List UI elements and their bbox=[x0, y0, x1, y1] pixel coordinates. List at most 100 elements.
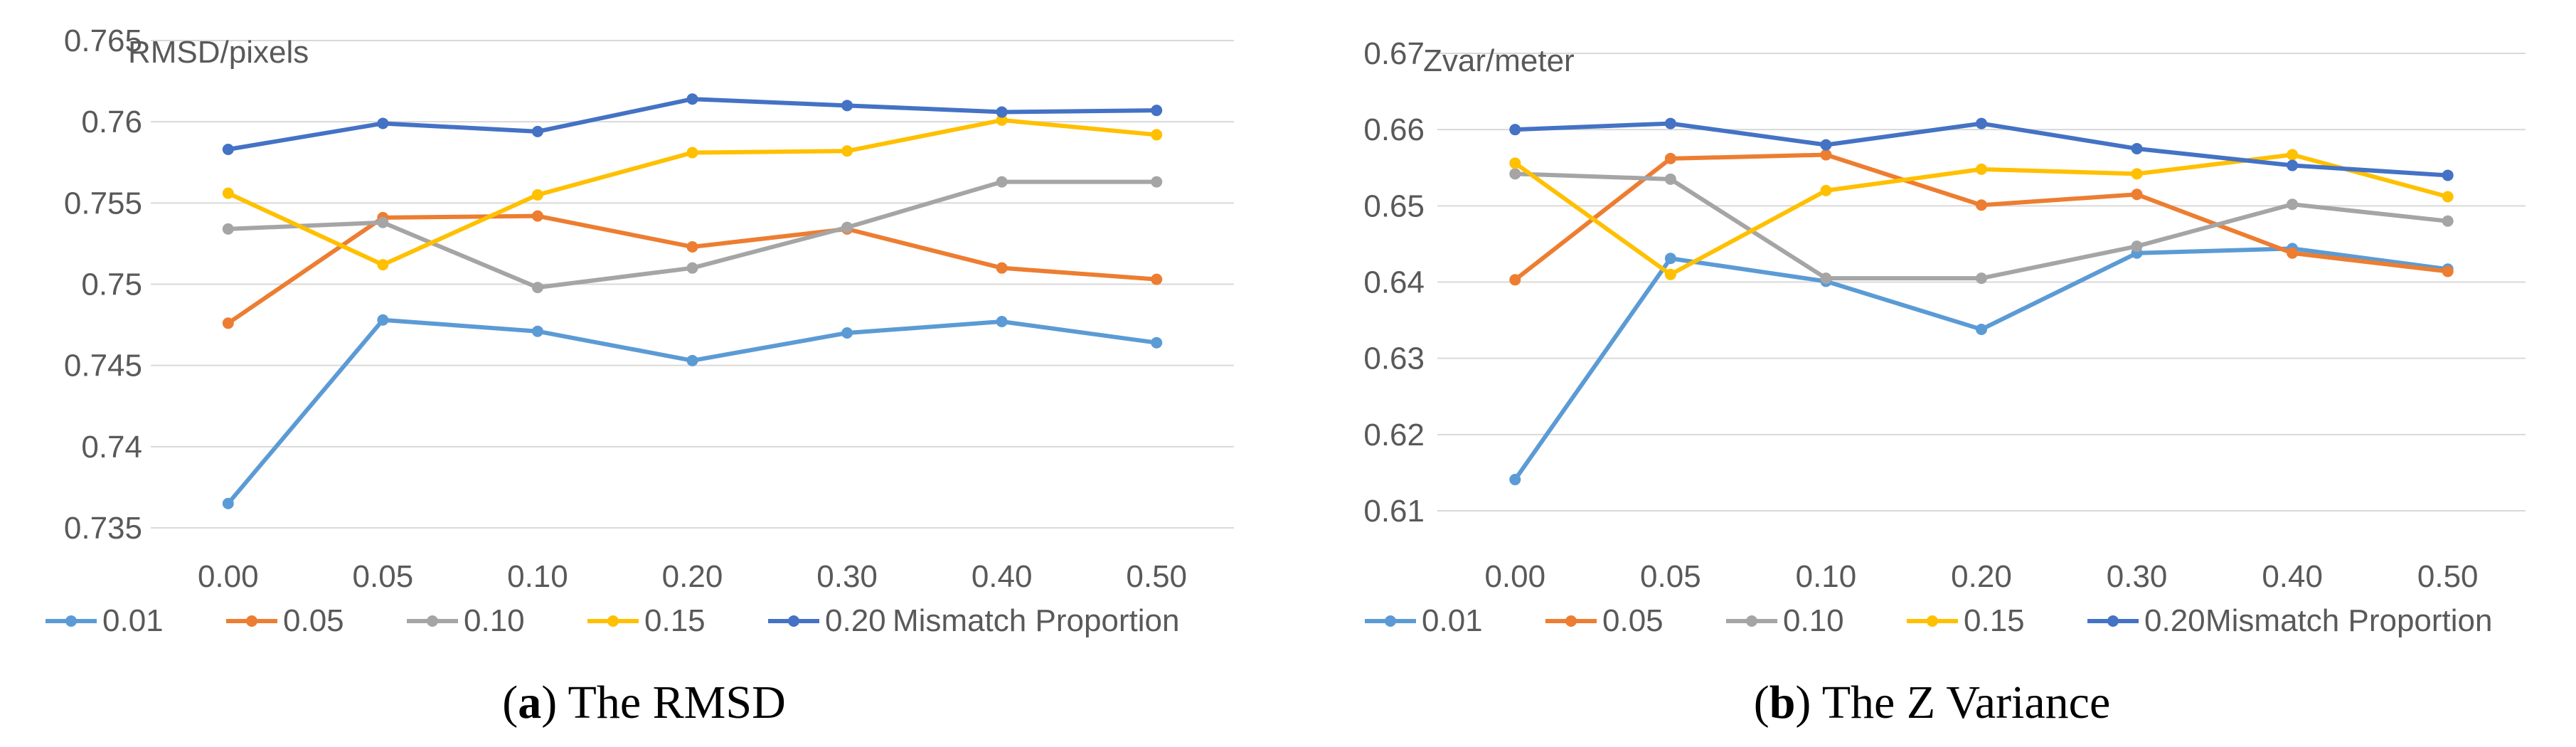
data-point bbox=[2287, 149, 2299, 161]
data-point bbox=[686, 240, 698, 253]
x-tick-label: 0.00 bbox=[198, 559, 259, 594]
data-point bbox=[996, 262, 1008, 274]
x-tick-label: 0.40 bbox=[2262, 559, 2323, 594]
data-point bbox=[2131, 168, 2143, 180]
y-tick-label: 0.65 bbox=[1363, 189, 1425, 223]
x-tick-label: 0.20 bbox=[1951, 559, 2012, 594]
data-point bbox=[222, 187, 234, 199]
data-point bbox=[996, 176, 1008, 188]
legend-swatch-marker bbox=[427, 615, 438, 627]
data-point bbox=[841, 145, 853, 157]
x-tick-label: 0.05 bbox=[1640, 559, 1701, 594]
data-point bbox=[2287, 247, 2299, 259]
x-tick-label: 0.30 bbox=[2107, 559, 2168, 594]
data-point bbox=[377, 117, 389, 129]
x-axis-label: Mismatch Proportion bbox=[893, 603, 1179, 638]
x-tick-label: 0.00 bbox=[1484, 559, 1545, 594]
data-point bbox=[1509, 157, 1521, 169]
data-point bbox=[1820, 139, 1832, 151]
data-point bbox=[2442, 265, 2454, 277]
data-point bbox=[531, 125, 543, 137]
legend-label: 0.15 bbox=[644, 603, 706, 638]
y-tick-label: 0.735 bbox=[64, 511, 142, 546]
legend-swatch-marker bbox=[1385, 615, 1396, 627]
legend-label: 0.15 bbox=[1964, 603, 2025, 638]
legend-label: 0.20 bbox=[825, 603, 886, 638]
caption-label: a bbox=[518, 677, 542, 729]
x-tick-label: 0.10 bbox=[507, 559, 568, 594]
legend-label: 0.10 bbox=[464, 603, 525, 638]
data-point bbox=[1151, 176, 1163, 188]
data-point bbox=[1151, 273, 1163, 285]
data-point bbox=[1976, 199, 1987, 211]
y-tick-label: 0.67 bbox=[1363, 36, 1425, 71]
y-tick-label: 0.64 bbox=[1363, 265, 1425, 300]
legend-swatch-marker bbox=[1927, 615, 1938, 627]
data-point bbox=[2131, 189, 2143, 201]
series-line-0.01 bbox=[226, 317, 1157, 505]
data-point bbox=[222, 497, 234, 509]
data-point bbox=[222, 223, 234, 235]
data-point bbox=[1976, 272, 1987, 285]
y-tick-label: 0.765 bbox=[64, 23, 142, 58]
data-point bbox=[1509, 124, 1521, 136]
data-point bbox=[686, 354, 698, 366]
legend-swatch-marker bbox=[788, 615, 799, 627]
data-point bbox=[531, 189, 543, 201]
legend-label: 0.01 bbox=[1422, 603, 1483, 638]
data-point bbox=[686, 147, 698, 159]
x-tick-label: 0.50 bbox=[2417, 559, 2479, 594]
x-tick-label: 0.50 bbox=[1126, 559, 1187, 594]
legend-label: 0.01 bbox=[102, 603, 164, 638]
data-point bbox=[1976, 163, 1987, 175]
legend-swatch-marker bbox=[246, 615, 257, 627]
data-point bbox=[377, 259, 389, 271]
data-point bbox=[996, 106, 1008, 118]
x-axis-label: Mismatch Proportion bbox=[2205, 603, 2492, 638]
caption-zvar: (b) The Z Variance bbox=[1753, 677, 2111, 729]
data-point bbox=[2287, 159, 2299, 171]
caption-label: b bbox=[1769, 677, 1796, 729]
data-point bbox=[1820, 184, 1832, 196]
data-point bbox=[1664, 173, 1676, 185]
legend-swatch-marker bbox=[1746, 615, 1757, 627]
y-axis-label: RMSD/pixels bbox=[128, 35, 309, 70]
data-point bbox=[1151, 129, 1163, 141]
legend-swatch-marker bbox=[65, 615, 77, 627]
data-point bbox=[1976, 117, 1987, 129]
data-point bbox=[377, 216, 389, 228]
y-tick-label: 0.745 bbox=[64, 349, 142, 383]
data-point bbox=[2442, 191, 2454, 203]
data-point bbox=[2442, 169, 2454, 181]
y-tick-label: 0.62 bbox=[1363, 418, 1425, 452]
legend-swatch-marker bbox=[607, 615, 619, 627]
series-line-0.20 bbox=[228, 97, 1157, 152]
panel-zvar: 0.61 0.62 0.63 0.64 0.65 0.66 0.67 Zvar/meter 0.… bbox=[1288, 0, 2576, 747]
data-point bbox=[1820, 272, 1832, 285]
data-point bbox=[531, 325, 543, 337]
panel-rmsd: 0.735 0.74 0.745 0.75 0.755 0.76 0.765 RMSD/pix… bbox=[46, 23, 1234, 729]
data-point bbox=[996, 316, 1008, 328]
data-point bbox=[2287, 198, 2299, 211]
caption-text: The Z Variance bbox=[1821, 677, 2111, 729]
data-point bbox=[1976, 323, 1987, 335]
caption-rmsd: (a) The RMSD bbox=[502, 677, 786, 729]
x-tick-label: 0.40 bbox=[972, 559, 1033, 594]
data-point bbox=[996, 114, 1008, 126]
data-point bbox=[686, 93, 698, 105]
legend-label: 0.10 bbox=[1783, 603, 1844, 638]
legend-swatch-marker bbox=[2107, 615, 2119, 627]
x-tick-label: 0.10 bbox=[1796, 559, 1857, 594]
x-tick-label: 0.20 bbox=[662, 559, 723, 594]
data-point bbox=[841, 221, 853, 233]
data-point bbox=[2131, 240, 2143, 253]
data-point bbox=[1151, 105, 1163, 117]
legend-label: 0.05 bbox=[1602, 603, 1664, 638]
y-tick-label: 0.755 bbox=[64, 186, 142, 221]
data-point bbox=[222, 317, 234, 329]
data-point bbox=[1664, 152, 1676, 164]
data-point bbox=[377, 314, 389, 326]
data-point bbox=[1664, 117, 1676, 129]
